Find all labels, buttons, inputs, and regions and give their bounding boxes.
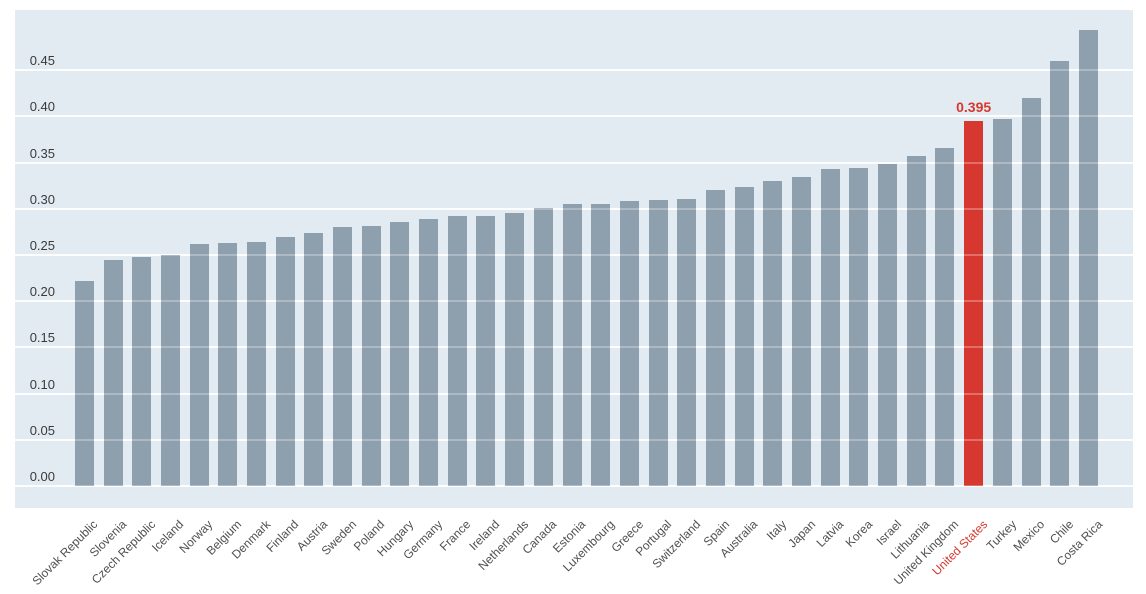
bar-slot-ireland [472, 10, 501, 486]
x-label-mexico: Mexico [1010, 517, 1048, 555]
bar-canada[interactable] [533, 208, 553, 486]
bar-slovak-republic[interactable] [74, 281, 94, 486]
bars-container: 0.395 [70, 10, 1103, 486]
bar-slot-latvia [816, 10, 845, 486]
bar-slot-switzerland [672, 10, 701, 486]
y-tick-label-0.25: 0.25 [29, 238, 55, 253]
x-label-japan: Japan [784, 517, 818, 551]
bar-sweden[interactable] [333, 227, 353, 486]
bar-slot-slovenia [99, 10, 128, 486]
bar-chile[interactable] [1050, 61, 1070, 486]
x-axis-labels: Slovak Republic Slovenia Czech Republic Ice… [30, 517, 1105, 594]
bar-iceland[interactable] [160, 255, 180, 486]
y-tick-label-0.35: 0.35 [29, 145, 55, 161]
plot-area: 0.395 0.00 0.05 0.10 0.15 0.20 0.25 0.30 0.35 0.… [15, 10, 1133, 508]
bar-turkey[interactable] [992, 119, 1012, 486]
bar-slot-chile [1045, 10, 1074, 486]
y-tick-label-0.45: 0.45 [29, 53, 55, 69]
bar-portugal[interactable] [648, 200, 668, 486]
bar-slot-poland [357, 10, 386, 486]
bar-slot-luxembourg [586, 10, 615, 486]
y-tick-label-0.15: 0.15 [29, 330, 55, 346]
bar-slot-united-states: 0.395 [956, 10, 992, 486]
gridline-0.35 [15, 161, 1133, 164]
bar-slot-hungary [386, 10, 415, 486]
bar-slot-estonia [558, 10, 587, 486]
bar-slot-italy [759, 10, 788, 486]
bar-slot-denmark [242, 10, 271, 486]
bar-hungary[interactable] [390, 222, 410, 486]
bar-slot-costa-rica [1074, 10, 1103, 486]
bar-costa-rica[interactable] [1078, 30, 1098, 486]
highlight-value-label: 0.395 [956, 99, 992, 115]
y-tick-label-0.40: 0.40 [29, 99, 55, 115]
bar-norway[interactable] [189, 244, 209, 486]
bar-poland[interactable] [361, 226, 381, 486]
bar-luxembourg[interactable] [591, 204, 611, 486]
y-tick-label-0.05: 0.05 [29, 422, 55, 438]
gridline-0.40 [15, 115, 1133, 118]
bar-latvia[interactable] [820, 169, 840, 486]
y-tick-label-0.30: 0.30 [29, 191, 55, 207]
bar-france[interactable] [447, 216, 467, 486]
y-tick-label-0.00: 0.00 [29, 469, 55, 484]
bar-slot-spain [701, 10, 730, 486]
bar-lithuania[interactable] [906, 156, 926, 486]
bar-slot-mexico [1017, 10, 1046, 486]
bar-slot-korea [845, 10, 874, 486]
gridline-0.00 [15, 485, 1133, 487]
bar-czech-republic[interactable] [132, 257, 152, 486]
bar-slot-turkey [988, 10, 1017, 486]
bar-slot-japan [787, 10, 816, 486]
y-tick-label-0.20: 0.20 [29, 284, 55, 300]
bar-united-states[interactable] [964, 121, 984, 486]
bar-mexico[interactable] [1021, 98, 1041, 486]
bar-greece[interactable] [619, 201, 639, 486]
bar-japan[interactable] [792, 177, 812, 486]
bar-ireland[interactable] [476, 216, 496, 486]
bar-slot-lithuania [902, 10, 931, 486]
bar-slot-germany [414, 10, 443, 486]
bar-slot-portugal [644, 10, 673, 486]
bar-estonia[interactable] [562, 204, 582, 486]
x-label-france: France [437, 517, 474, 554]
bar-australia[interactable] [734, 187, 754, 486]
bar-germany[interactable] [419, 219, 439, 486]
bar-spain[interactable] [705, 190, 725, 486]
bar-slot-canada [529, 10, 558, 486]
bar-slot-australia [730, 10, 759, 486]
bar-slot-finland [271, 10, 300, 486]
bar-korea[interactable] [849, 168, 869, 486]
bar-slot-slovak-republic [70, 10, 99, 486]
bar-slot-sweden [328, 10, 357, 486]
bar-austria[interactable] [304, 233, 324, 486]
bar-slot-france [443, 10, 472, 486]
bar-slot-austria [300, 10, 329, 486]
bar-netherlands[interactable] [505, 213, 525, 486]
bar-israel[interactable] [878, 164, 898, 486]
bar-slot-united-kingdom [931, 10, 960, 486]
bar-slot-greece [615, 10, 644, 486]
bar-slot-norway [185, 10, 214, 486]
bar-denmark[interactable] [246, 242, 266, 486]
y-tick-label-0.10: 0.10 [29, 376, 55, 392]
bar-united-kingdom[interactable] [935, 148, 955, 486]
bar-finland[interactable] [275, 237, 295, 486]
bar-slot-iceland [156, 10, 185, 486]
bar-italy[interactable] [763, 181, 783, 486]
bar-slot-netherlands [500, 10, 529, 486]
x-label-latvia: Latvia [814, 517, 847, 550]
bar-switzerland[interactable] [677, 199, 697, 486]
bar-slot-belgium [213, 10, 242, 486]
gridline-0.45 [15, 69, 1133, 72]
bar-slovenia[interactable] [103, 260, 123, 486]
bar-belgium[interactable] [218, 243, 238, 486]
x-label-korea: Korea [842, 517, 876, 550]
bar-slot-czech-republic [127, 10, 156, 486]
bar-slot-israel [873, 10, 902, 486]
